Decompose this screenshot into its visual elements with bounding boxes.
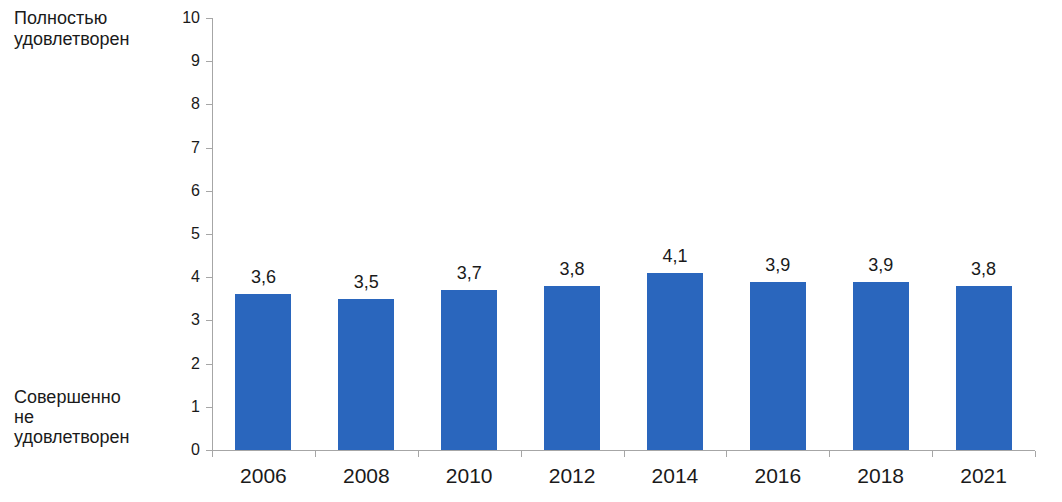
bar-2010	[441, 290, 497, 450]
bar-2021	[956, 286, 1012, 450]
y-axis-tick-label: 4	[138, 268, 200, 286]
x-axis-category-label: 2016	[754, 464, 801, 488]
bar-value-label: 3,7	[457, 263, 482, 284]
y-axis-tick	[206, 364, 212, 365]
y-axis-tick	[206, 407, 212, 408]
bar-value-label: 3,8	[560, 259, 585, 280]
y-axis-tick-label: 10	[138, 9, 200, 27]
y-axis-tick	[206, 104, 212, 105]
x-axis-category-label: 2018	[857, 464, 904, 488]
y-axis-bottom-annotation: Совершенно не удовлетворен	[14, 387, 210, 447]
y-axis-tick-label: 7	[138, 139, 200, 157]
bar-value-label: 3,6	[251, 267, 276, 288]
y-axis-tick-label: 9	[138, 52, 200, 70]
y-axis-tick	[206, 61, 212, 62]
x-axis-category-label: 2012	[549, 464, 596, 488]
y-axis-tick-label: 3	[138, 311, 200, 329]
bar-value-label: 3,9	[765, 255, 790, 276]
bar-2012	[544, 286, 600, 450]
x-axis-category-label: 2008	[343, 464, 390, 488]
bar-2006	[235, 294, 291, 450]
x-axis-tick	[212, 451, 213, 457]
y-axis-tick-label: 2	[138, 355, 200, 373]
x-axis-tick	[1035, 451, 1036, 457]
y-axis-tick-label: 1	[138, 398, 200, 416]
y-axis-tick-label: 6	[138, 182, 200, 200]
y-axis-tick	[206, 234, 212, 235]
x-axis-tick	[315, 451, 316, 457]
bar-value-label: 3,5	[354, 272, 379, 293]
y-axis-tick	[206, 191, 212, 192]
bar-2008	[338, 299, 394, 450]
x-axis-tick	[418, 451, 419, 457]
y-axis	[212, 18, 213, 450]
x-axis-tick	[932, 451, 933, 457]
bar-value-label: 4,1	[662, 246, 687, 267]
x-axis-category-label: 2006	[240, 464, 287, 488]
bar-2016	[750, 282, 806, 450]
satisfaction-bar-chart: Полностью удовлетворен Совершенно не удо…	[0, 0, 1062, 502]
y-axis-tick	[206, 277, 212, 278]
x-axis-category-label: 2014	[652, 464, 699, 488]
bar-2018	[853, 282, 909, 450]
x-axis-category-label: 2010	[446, 464, 493, 488]
bar-2014	[647, 273, 703, 450]
x-axis-category-label: 2021	[960, 464, 1007, 488]
x-axis-tick	[829, 451, 830, 457]
x-axis-tick	[521, 451, 522, 457]
x-axis-tick	[726, 451, 727, 457]
y-axis-tick	[206, 148, 212, 149]
bar-value-label: 3,8	[971, 259, 996, 280]
y-axis-tick-label: 8	[138, 95, 200, 113]
y-axis-tick	[206, 18, 212, 19]
y-axis-tick-label: 5	[138, 225, 200, 243]
x-axis-tick	[624, 451, 625, 457]
y-axis-tick-label: 0	[138, 441, 200, 459]
bar-value-label: 3,9	[868, 255, 893, 276]
y-axis-tick	[206, 320, 212, 321]
